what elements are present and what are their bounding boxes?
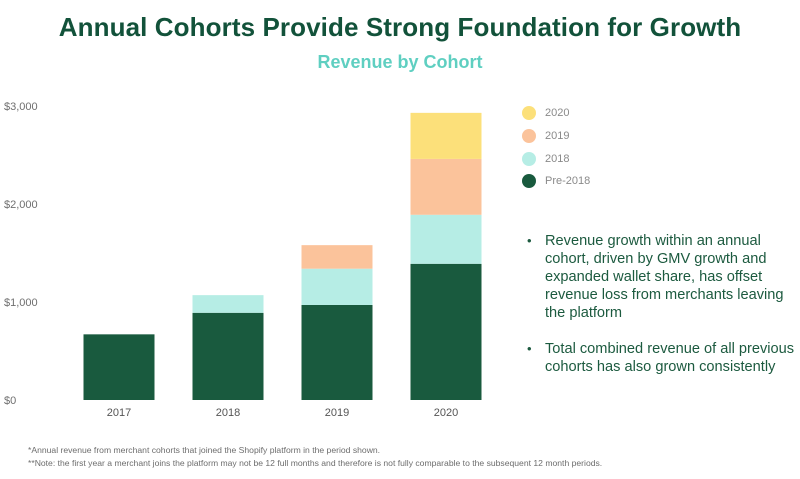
legend-swatch-2019 [522, 129, 536, 144]
y-tick-label: $0 [4, 395, 16, 407]
bullet-text: Revenue growth within an annual cohort, … [545, 233, 784, 321]
page-title: Annual Cohorts Provide Strong Foundation… [58, 12, 742, 42]
bar-segment-2020-2020 [410, 112, 482, 159]
bar-segment-pre-2018-2020 [410, 263, 482, 400]
legend-item-pre-2018: Pre-2018 [522, 170, 590, 193]
bar-segment-2018-2020 [410, 214, 482, 264]
x-tick-label: 2018 [216, 407, 240, 419]
chart-legend: 2020 2019 2018 Pre-2018 [522, 102, 590, 193]
chart-subtitle: Revenue by Cohort [317, 52, 483, 72]
x-tick-label: 2019 [325, 407, 349, 419]
bullet-dot-icon: • [527, 233, 532, 248]
legend-swatch-pre-2018 [522, 174, 536, 189]
y-tick-label: $3,000 [4, 101, 38, 113]
x-tick-label: 2017 [107, 407, 131, 419]
footnotes: *Annual revenue from merchant cohorts th… [28, 444, 602, 470]
bar-segment-2018-2018 [192, 295, 264, 313]
legend-label-2019: 2019 [545, 130, 570, 143]
bar-segment-2018-2019 [301, 268, 373, 305]
legend-swatch-2018 [522, 151, 536, 166]
x-tick-label: 2020 [434, 407, 458, 419]
footnote-1: *Annual revenue from merchant cohorts th… [28, 445, 381, 455]
y-tick-label: $1,000 [4, 297, 38, 309]
bar-segment-2019-2020 [410, 158, 482, 215]
bullet-item: • Total combined revenue of all previous… [527, 340, 799, 376]
bar-segment-pre-2018-2019 [301, 304, 373, 400]
footnote-2: **Note: the first year a merchant joins … [28, 458, 603, 468]
legend-label-2020: 2020 [545, 107, 570, 120]
bullet-dot-icon: • [527, 341, 532, 356]
bar-segment-pre-2018-2017 [83, 334, 155, 400]
stacked-bar-chart: $0 $1,000 $2,000 $3,000 2017 2018 2019 2020 [4, 101, 482, 419]
bullet-text: Total combined revenue of all previous c… [545, 341, 795, 375]
commentary-bullets: • Revenue growth within an annual cohort… [527, 232, 799, 394]
bullet-item: • Revenue growth within an annual cohort… [527, 232, 799, 322]
legend-item-2018: 2018 [522, 147, 590, 170]
bar-segment-pre-2018-2018 [192, 312, 264, 400]
bar-segment-2019-2019 [301, 245, 373, 269]
legend-label-2018: 2018 [545, 152, 570, 165]
legend-swatch-2020 [522, 106, 536, 121]
legend-item-2020: 2020 [522, 102, 590, 125]
legend-item-2019: 2019 [522, 125, 590, 148]
legend-label-pre-2018: Pre-2018 [545, 175, 591, 188]
y-tick-label: $2,000 [4, 199, 38, 211]
